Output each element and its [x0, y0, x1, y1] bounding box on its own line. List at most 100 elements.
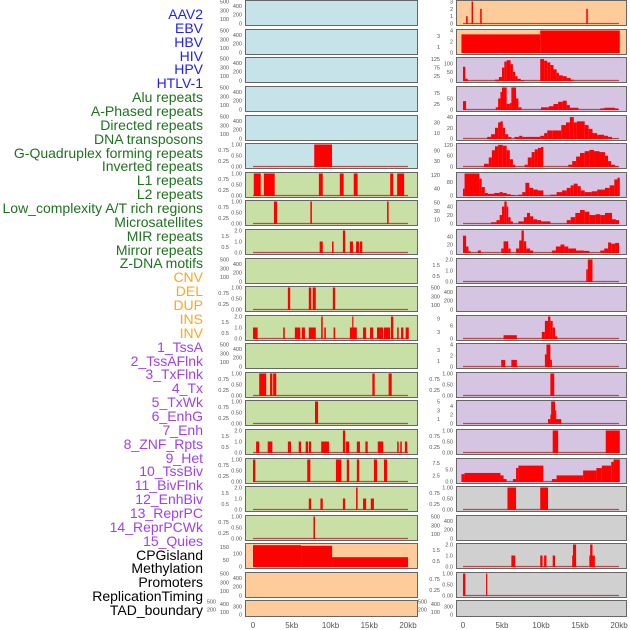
- bar: [502, 127, 506, 139]
- bar: [510, 64, 513, 81]
- bar: [463, 66, 466, 81]
- track-panel: 0.000.250.500.751.00: [218, 458, 418, 486]
- track-panel: 0 1 2 3 4 5: [437, 400, 627, 428]
- bar: [573, 183, 578, 196]
- bar: [556, 72, 559, 81]
- track-panel: 0 100 200 300 400 500: [220, 0, 418, 28]
- y-tick-label: 200: [233, 70, 242, 76]
- bar: [544, 60, 548, 81]
- y-tick-label: 1.0: [234, 326, 242, 332]
- bar: [550, 320, 553, 339]
- y-tick-label: 400: [220, 602, 229, 608]
- bar: [466, 16, 468, 24]
- y-tick-label: 40: [434, 187, 440, 193]
- bar: [533, 219, 538, 224]
- x-tick-label: 5kb: [496, 621, 509, 630]
- y-tick-label: 80: [447, 180, 453, 186]
- y-tick-label: 400: [233, 90, 242, 96]
- bar: [548, 316, 551, 339]
- bar: [569, 107, 579, 110]
- panel-background: [245, 57, 418, 83]
- track-panel: 0 100 200 300 400 500: [207, 600, 418, 619]
- y-tick-label: 100: [431, 303, 440, 309]
- panel-background: [456, 0, 627, 26]
- bar: [310, 201, 312, 224]
- y-tick-label: 0.25: [429, 502, 440, 508]
- track-panel: 0 100 200 300 400 500: [220, 258, 418, 286]
- y-tick-label: 0.75: [218, 177, 229, 183]
- bar: [562, 100, 567, 110]
- bar: [518, 107, 522, 110]
- bar: [555, 246, 561, 253]
- bar: [525, 136, 541, 139]
- bar: [540, 59, 545, 81]
- bar: [566, 105, 570, 110]
- y-tick-label: 1: [437, 417, 440, 423]
- bar: [465, 78, 468, 81]
- track-panel: 0.0 2.5 5.0 7.5: [432, 458, 627, 486]
- x-tick-label: 10kb: [532, 621, 550, 630]
- bar: [564, 246, 569, 253]
- bar: [600, 108, 605, 110]
- y-tick-label: 0.5: [432, 559, 440, 565]
- bar: [583, 470, 597, 482]
- track-label: 1_TssA: [157, 338, 203, 355]
- bar: [604, 212, 612, 224]
- bar: [541, 221, 551, 224]
- y-tick-label: 400: [444, 290, 453, 296]
- y-tick-label: 200: [233, 13, 242, 19]
- bar: [388, 373, 392, 396]
- bar: [501, 248, 504, 253]
- y-tick-label: 500: [220, 343, 229, 349]
- track-label: 15_Quies: [143, 532, 203, 549]
- y-tick-label: 0: [450, 251, 453, 257]
- track-label: HPV: [174, 61, 203, 78]
- panel-background: [456, 515, 627, 541]
- y-tick-label: 1.5: [221, 434, 229, 440]
- y-tick-label: 500: [431, 515, 440, 521]
- track-panel: 0 100 200 300 400 500: [220, 86, 418, 114]
- y-tick-label: 100: [220, 610, 229, 616]
- track-panel: 0 1 2 3 4: [437, 343, 627, 371]
- y-tick-label: 0: [239, 79, 242, 85]
- bar: [555, 419, 562, 424]
- bar: [615, 220, 619, 224]
- y-tick-label: 1.0: [445, 554, 453, 560]
- bar: [589, 215, 596, 224]
- track-label: 5_TxWk: [151, 394, 203, 411]
- bar: [503, 479, 507, 482]
- bar: [318, 173, 323, 196]
- y-tick-label: 1.5: [221, 234, 229, 240]
- bar: [502, 145, 507, 167]
- panel-background: [456, 600, 627, 617]
- bar: [547, 62, 551, 81]
- y-tick-label: 0.00: [231, 308, 242, 314]
- y-tick-label: 500: [220, 57, 229, 63]
- y-tick-label: 0.75: [218, 405, 229, 411]
- bar: [589, 149, 595, 167]
- y-tick-label: 50: [447, 70, 453, 76]
- y-tick-label: 100: [220, 360, 229, 366]
- bar: [356, 487, 358, 510]
- bar: [494, 146, 499, 167]
- bar: [390, 173, 394, 196]
- bar: [551, 479, 557, 482]
- bar: [512, 71, 516, 81]
- bar: [312, 287, 316, 310]
- y-tick-label: 125: [431, 57, 440, 63]
- bar: [565, 122, 570, 139]
- y-tick-label: 3: [437, 348, 440, 354]
- bar: [583, 250, 590, 253]
- track-label: 4_Tx: [171, 380, 203, 397]
- bar: [510, 194, 515, 196]
- y-tick-label: 200: [233, 271, 242, 277]
- y-tick-label: 0: [450, 51, 453, 57]
- bar: [518, 194, 523, 196]
- bar: [356, 441, 360, 453]
- bar: [544, 354, 547, 367]
- y-tick-label: 2.0: [445, 258, 453, 264]
- y-tick-label: 0.75: [218, 205, 229, 211]
- bar: [608, 161, 612, 167]
- panel-background: [245, 486, 418, 512]
- bar: [487, 136, 492, 139]
